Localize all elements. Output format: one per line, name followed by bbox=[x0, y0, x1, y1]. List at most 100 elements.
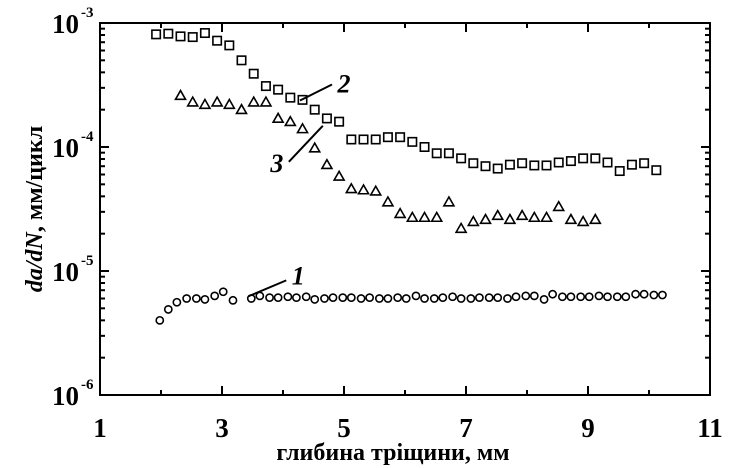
data-point-circle bbox=[521, 291, 531, 301]
data-point-square bbox=[199, 28, 210, 39]
data-point-triangle bbox=[247, 95, 261, 107]
data-point-circle bbox=[191, 294, 201, 303]
plot-frame bbox=[99, 22, 711, 396]
curve-label-1: 1 bbox=[247, 261, 305, 298]
data-point-square bbox=[224, 40, 235, 51]
data-point-circle bbox=[401, 294, 411, 303]
data-point-square bbox=[151, 29, 162, 40]
data-point-circle bbox=[283, 292, 293, 302]
data-point-circle bbox=[566, 292, 576, 302]
x-tick-label: 5 bbox=[337, 413, 351, 443]
data-point-triangle bbox=[588, 212, 602, 225]
data-point-triangle bbox=[503, 212, 517, 225]
data-point-circle bbox=[265, 293, 274, 303]
x-tick-label: 7 bbox=[459, 413, 473, 443]
data-point-square bbox=[407, 136, 418, 147]
data-point-circle bbox=[393, 293, 403, 303]
data-point-square bbox=[468, 158, 479, 169]
data-point-triangle bbox=[540, 210, 553, 223]
series-layer bbox=[151, 28, 667, 325]
data-point-circle bbox=[429, 294, 439, 303]
data-point-circle bbox=[172, 297, 182, 307]
data-point-circle bbox=[631, 289, 640, 299]
series-1 bbox=[155, 287, 667, 325]
data-point-triangle bbox=[344, 182, 358, 194]
data-point-square bbox=[517, 158, 528, 169]
data-point-triangle bbox=[283, 115, 297, 127]
data-point-triangle bbox=[479, 212, 492, 225]
y-axis-ticks bbox=[100, 22, 710, 396]
curve-label-text: 2 bbox=[337, 70, 351, 99]
data-point-triangle bbox=[259, 95, 273, 107]
data-point-triangle bbox=[381, 195, 395, 207]
y-axis-tick-labels: 10-310-410-510-6 bbox=[52, 5, 94, 411]
data-point-square bbox=[248, 68, 259, 79]
data-point-square bbox=[639, 158, 650, 169]
data-point-triangle bbox=[174, 88, 187, 101]
data-point-circle bbox=[310, 295, 320, 304]
data-point-square bbox=[590, 153, 601, 164]
data-point-circle bbox=[612, 292, 622, 302]
y-tick-label: 10 -6 bbox=[52, 377, 94, 411]
y-tick-label-base: 10 bbox=[52, 133, 79, 163]
data-point-circle bbox=[328, 293, 338, 303]
data-point-square bbox=[578, 153, 589, 164]
data-point-triangle bbox=[405, 210, 419, 223]
data-point-circle bbox=[163, 305, 173, 314]
data-point-circle bbox=[448, 292, 457, 302]
data-point-triangle bbox=[454, 221, 468, 234]
data-point-circle bbox=[411, 291, 421, 301]
data-point-square bbox=[651, 165, 662, 176]
data-point-triangle bbox=[186, 95, 200, 107]
data-point-circle bbox=[639, 289, 649, 299]
data-point-square bbox=[419, 142, 430, 153]
data-point-triangle bbox=[320, 158, 334, 170]
y-axis-title: da/dN, мм/цикл bbox=[22, 126, 48, 292]
data-point-square bbox=[565, 156, 576, 167]
data-point-square bbox=[541, 160, 552, 171]
data-point-triangle bbox=[198, 97, 212, 110]
data-point-circle bbox=[603, 292, 612, 302]
annotation-layer: 1 2 3 bbox=[247, 70, 351, 298]
data-point-circle bbox=[548, 289, 558, 299]
data-point-circle bbox=[649, 290, 659, 300]
data-point-square bbox=[602, 157, 613, 168]
y-tick-label-base: 10 bbox=[52, 381, 79, 411]
data-point-circle bbox=[511, 292, 521, 302]
data-point-square bbox=[382, 132, 393, 143]
y-tick-label: 10 -4 bbox=[52, 129, 94, 163]
data-point-square bbox=[614, 166, 625, 177]
data-point-triangle bbox=[418, 210, 431, 223]
data-point-square bbox=[236, 55, 247, 66]
data-point-triangle bbox=[235, 103, 248, 115]
x-axis-ticks bbox=[99, 23, 711, 395]
data-point-square bbox=[504, 159, 515, 170]
curve-label-leader-line bbox=[288, 125, 324, 163]
data-point-square bbox=[285, 92, 296, 103]
data-point-square bbox=[273, 84, 284, 95]
data-point-square bbox=[260, 81, 271, 92]
data-point-circle bbox=[539, 295, 549, 304]
data-point-triangle bbox=[515, 208, 529, 221]
data-point-circle bbox=[365, 293, 375, 303]
y-axis-title-da: da bbox=[22, 268, 48, 292]
y-axis-title-units: , мм/цикл bbox=[22, 126, 48, 232]
data-point-circle bbox=[466, 294, 476, 303]
y-axis-title-dn: dN bbox=[22, 230, 48, 261]
data-point-circle bbox=[576, 292, 586, 302]
data-point-circle bbox=[658, 290, 667, 300]
data-point-square bbox=[163, 28, 174, 39]
data-point-circle bbox=[218, 287, 228, 297]
data-point-square bbox=[529, 160, 540, 171]
data-point-square bbox=[358, 134, 369, 145]
data-point-circle bbox=[292, 293, 301, 303]
curve-label-3: 3 bbox=[269, 125, 324, 178]
x-tick-label: 3 bbox=[215, 413, 229, 443]
data-point-triangle bbox=[466, 215, 480, 227]
data-point-square bbox=[370, 134, 381, 145]
curve-label-text: 3 bbox=[269, 149, 283, 178]
data-point-triangle bbox=[222, 97, 236, 110]
data-point-circle bbox=[374, 294, 384, 303]
x-axis-tick-labels: 1 3 5 7 9 11 bbox=[93, 413, 723, 443]
